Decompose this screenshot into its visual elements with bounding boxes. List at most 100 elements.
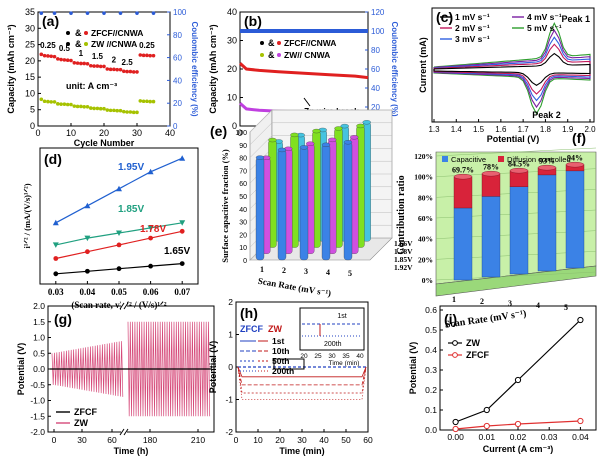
panel-h-ytick-label: 1	[228, 330, 233, 340]
panel-a-zfcf-point	[145, 53, 149, 58]
panel-i-xtick-label: 0.03	[541, 432, 558, 442]
panel-a-zw-point	[135, 110, 139, 115]
panel-a-y2tick-label: 100	[173, 8, 187, 17]
panel-e-depth-label: 1.85V	[394, 255, 413, 264]
panel-h-xtick-label: 20	[275, 435, 285, 445]
panel-a-zw-point	[75, 104, 80, 109]
panel-h-zw-trace	[237, 366, 367, 386]
panel-b-y2tick-label: 60	[371, 65, 380, 74]
panel-a-zfcf-point	[82, 61, 86, 66]
panel-a-rate-label: 1	[79, 49, 84, 58]
panel-h-inset-xlabel: Time (min)	[329, 360, 360, 367]
panel-a-zw-point	[89, 106, 93, 110]
panel-b-legend-black-dot	[260, 41, 264, 45]
panel-a-ce-point	[118, 11, 123, 15]
panel-a-xtick-label: 30	[132, 128, 142, 138]
panel-a-zfcf-point	[75, 61, 80, 65]
panel-a-zfcf-point	[56, 57, 60, 61]
panel-a-zw-point	[112, 108, 116, 113]
panel-f-ytick-label: 80%	[418, 193, 433, 202]
panel-d-point	[116, 185, 122, 192]
panel-h-legend-label: 200th	[272, 366, 294, 376]
panel-e-ytick-label: 80	[239, 156, 247, 163]
panel-h-ytick-label: -1	[225, 395, 233, 405]
panel-a-rate-label: 0.25	[139, 41, 155, 50]
panel-d-series-label: 1.65V	[164, 246, 190, 257]
panel-f-xtick-label: 5	[564, 303, 568, 312]
panel-b-y2tick-label: 120	[371, 8, 385, 17]
panel-a-zw-point	[138, 99, 143, 103]
panel-g-xtick-label: 0	[52, 435, 57, 445]
panel-a-ytick-label: 35	[25, 7, 35, 17]
panel-h-inset-xtick-label: 35	[342, 353, 350, 360]
panel-c-xtick-label: 1.3	[428, 125, 440, 134]
panel-a-zw-point	[145, 99, 149, 104]
panel-e-depth-label: 1.66V	[394, 239, 413, 248]
panel-a-ytick-label: 15	[25, 72, 35, 82]
panel-d-xlabel: (Scan rate, v)¹ᐟ² / (V/s)¹ᐟ²	[71, 300, 166, 310]
panel-e-ytick-label: 20	[239, 232, 247, 239]
panel-e-xtick-label: 1	[260, 265, 264, 274]
panel-b-ytick-label: 40	[227, 7, 237, 17]
panel-e-bar-cap	[268, 137, 277, 143]
panel-a-zw-point	[105, 108, 110, 112]
panel-h-legend-label: 50th	[272, 356, 289, 366]
panel-h-ytick-label: 2	[228, 297, 233, 307]
panel-a-zfcf-point	[115, 67, 119, 72]
panel-h-xlabel: Time (min)	[279, 446, 324, 456]
panel-b-ytick-label: 20	[227, 64, 237, 74]
panel-a-zw-point	[52, 100, 57, 104]
panel-e-xtick-label: 3	[304, 267, 308, 276]
panel-b-y2tick-label: 40	[371, 84, 380, 93]
panel-f-ytick-label: 100%	[414, 173, 433, 182]
panel-b-legend-green-dot	[260, 53, 264, 57]
panel-i-ytick-label: 0.3	[425, 365, 437, 375]
panel-d-series-label: 1.78V	[140, 224, 166, 235]
panel-a-ytick-label: 5	[30, 105, 35, 115]
panel-a-zfcf-point	[59, 57, 63, 62]
panel-i-ytick-label: 0.5	[425, 325, 437, 335]
panel-f-floor	[435, 265, 597, 297]
panel-i-point	[577, 417, 584, 425]
panel-a-zfcf-point	[151, 53, 156, 58]
panel-b-ytick-label: 0	[232, 121, 237, 131]
panel-a-zw-point	[65, 102, 70, 107]
panel-d-point	[116, 242, 122, 248]
panel-a-zw-point	[108, 108, 113, 113]
panel-e-ytick-label: 10	[239, 245, 247, 252]
panel-c-legend-label: 5 mV s⁻¹	[527, 23, 562, 33]
panel-a-zw-point	[72, 104, 77, 108]
panel-f-ytick-label: 60%	[418, 214, 433, 223]
panel-a-ytick-label: 20	[25, 56, 35, 66]
panel-a-ytick-label: 0	[30, 121, 35, 131]
panel-e-depth-label: 1.78V	[394, 247, 413, 256]
panel-a-zw-point	[141, 99, 146, 104]
panel-d-point	[148, 235, 154, 241]
panel-d-point	[52, 242, 59, 248]
panel-a-legend-amp: &	[75, 28, 82, 38]
panel-a-zfcf-point	[105, 67, 110, 71]
panel-a-zfcf-point	[69, 58, 73, 63]
panel-e-bar	[321, 144, 331, 261]
panel-f-bar-diffusion	[481, 173, 501, 197]
panel-b-y2tick-label: 100	[371, 27, 385, 36]
panel-c-ylabel: Current (mA)	[418, 37, 428, 93]
panel-e-grid	[249, 122, 273, 145]
panel-f-ytick-label: 40%	[418, 235, 433, 244]
panel-a-zfcf-point	[65, 58, 70, 63]
panel-g-ytick-label: 1.5	[33, 317, 45, 327]
panel-a-legend-red-dot	[84, 31, 88, 35]
figure-layer: (a)0 10 20 30 4005101520253035020406080100Ca…	[6, 7, 597, 456]
panel-g-ytick-label: -1.0	[30, 396, 45, 406]
panel-i-xtick-label: 0.02	[510, 432, 527, 442]
panel-d-point	[84, 235, 91, 242]
panel-e-bar-cap	[255, 155, 265, 160]
panel-i-point	[483, 422, 490, 430]
panel-f-pct-label: 69.7%	[452, 166, 474, 175]
panel-b-ytick-label: 10	[227, 93, 237, 103]
panel-e-ytick-label: 0	[243, 258, 247, 265]
panel-c-xtick-label: 1.7	[518, 125, 530, 134]
panel-i-legend-label: ZW	[466, 338, 480, 348]
panel-a-zw-point	[62, 102, 67, 106]
panel-e-ytick-label: 70	[239, 168, 247, 175]
